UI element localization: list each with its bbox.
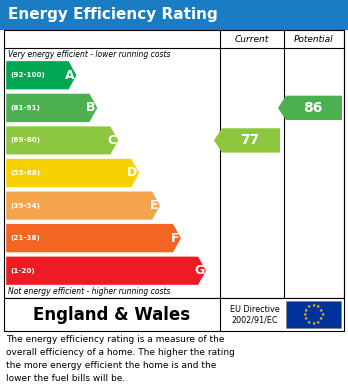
Text: F: F <box>171 231 179 245</box>
Polygon shape <box>6 191 160 220</box>
Text: ★: ★ <box>303 316 308 321</box>
Text: ★: ★ <box>307 320 311 325</box>
Text: C: C <box>108 134 117 147</box>
Text: The energy efficiency rating is a measure of the: The energy efficiency rating is a measur… <box>6 335 224 344</box>
Text: Not energy efficient - higher running costs: Not energy efficient - higher running co… <box>8 287 171 296</box>
Polygon shape <box>214 128 280 152</box>
Polygon shape <box>6 93 97 122</box>
Polygon shape <box>278 96 342 120</box>
Text: (1-20): (1-20) <box>10 268 35 274</box>
Polygon shape <box>6 159 140 187</box>
Polygon shape <box>6 61 77 90</box>
Text: ★: ★ <box>319 308 323 312</box>
Text: the more energy efficient the home is and the: the more energy efficient the home is an… <box>6 361 216 370</box>
Text: ★: ★ <box>303 308 308 312</box>
Text: overall efficiency of a home. The higher the rating: overall efficiency of a home. The higher… <box>6 348 235 357</box>
Text: (39-54): (39-54) <box>10 203 40 208</box>
Bar <box>4 298 344 331</box>
Polygon shape <box>6 256 206 285</box>
Text: EU Directive
2002/91/EC: EU Directive 2002/91/EC <box>230 305 280 324</box>
Bar <box>4 30 344 298</box>
Text: ★: ★ <box>307 304 311 309</box>
Text: (55-68): (55-68) <box>10 170 40 176</box>
Text: ★: ★ <box>316 320 320 325</box>
Text: lower the fuel bills will be.: lower the fuel bills will be. <box>6 374 125 383</box>
Text: ★: ★ <box>319 316 323 321</box>
Text: E: E <box>150 199 158 212</box>
Text: G: G <box>194 264 204 277</box>
Text: ★: ★ <box>311 303 316 308</box>
Text: B: B <box>86 101 96 114</box>
Polygon shape <box>6 224 181 253</box>
Text: Potential: Potential <box>294 34 334 43</box>
Text: ★: ★ <box>320 312 325 317</box>
Text: Energy Efficiency Rating: Energy Efficiency Rating <box>8 7 218 23</box>
Bar <box>0 0 348 30</box>
Text: (69-80): (69-80) <box>10 137 40 143</box>
Text: D: D <box>127 167 137 179</box>
Text: 86: 86 <box>303 101 323 115</box>
Text: Current: Current <box>235 34 269 43</box>
Text: ★: ★ <box>311 321 316 326</box>
Text: A: A <box>65 69 75 82</box>
Polygon shape <box>6 126 119 155</box>
Text: Very energy efficient - lower running costs: Very energy efficient - lower running co… <box>8 50 171 59</box>
Text: (81-91): (81-91) <box>10 105 40 111</box>
Text: (92-100): (92-100) <box>10 72 45 78</box>
Text: ★: ★ <box>316 304 320 309</box>
Text: ★: ★ <box>302 312 307 317</box>
Bar <box>286 301 341 328</box>
Text: 77: 77 <box>240 133 260 147</box>
Text: England & Wales: England & Wales <box>33 305 191 323</box>
Text: (21-38): (21-38) <box>10 235 40 241</box>
